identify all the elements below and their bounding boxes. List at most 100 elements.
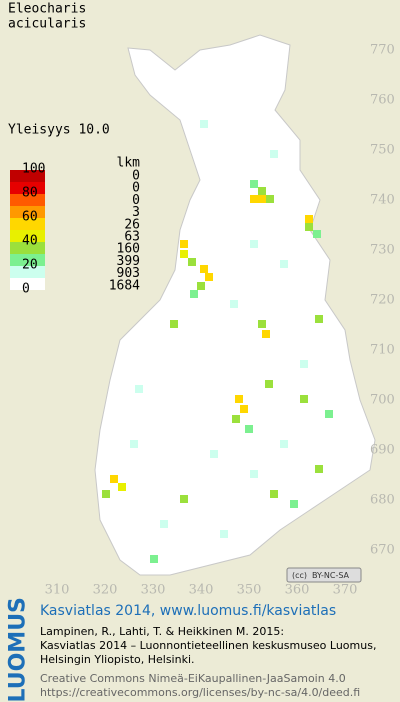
legend-count: 3 <box>132 205 140 220</box>
map-cell <box>180 250 188 258</box>
license: Creative Commons Nimeä-EiKaupallinen-Jaa… <box>40 672 346 685</box>
map-cell <box>300 395 308 403</box>
legend-level: 80 <box>22 186 38 201</box>
map: Eleocharis acicularis Yleisyys 10.0 lkm … <box>8 2 395 598</box>
map-cell <box>150 555 158 563</box>
species-name: Eleocharis <box>8 2 86 17</box>
map-cell <box>180 240 188 248</box>
frequency: Yleisyys 10.0 <box>8 123 110 138</box>
legend-swatch <box>10 266 45 278</box>
map-cell <box>110 475 118 483</box>
map-cell <box>313 230 321 238</box>
map-cell <box>220 530 228 538</box>
legend-level: 60 <box>22 210 38 225</box>
map-cell <box>258 320 266 328</box>
species-name: acicularis <box>8 17 86 32</box>
legend-swatch <box>10 218 45 230</box>
citation: Lampinen, R., Lahti, T. & Heikkinen M. 2… <box>40 625 285 638</box>
legend-count: 0 <box>132 193 140 208</box>
brand: LUOMUS <box>5 597 31 702</box>
map-cell <box>190 290 198 298</box>
map-cell <box>290 500 298 508</box>
headline: Kasviatlas 2014, www.luomus.fi/kasviatla… <box>40 603 337 619</box>
legend-swatch <box>10 242 45 254</box>
citation: Helsingin Yliopisto, Helsinki. <box>40 653 195 666</box>
legend-swatch <box>10 230 45 242</box>
legend-swatch <box>10 254 45 266</box>
y-tick-label: 720 <box>370 293 395 308</box>
map-cell <box>170 320 178 328</box>
map-cell <box>280 440 288 448</box>
map-cell <box>130 440 138 448</box>
y-tick-label: 730 <box>370 243 395 258</box>
map-cell <box>250 470 258 478</box>
map-cell <box>230 300 238 308</box>
map-cell <box>270 150 278 158</box>
legend-count: 0 <box>132 181 140 196</box>
map-cell <box>250 240 258 248</box>
legend-swatch <box>10 170 45 182</box>
y-tick-label: 750 <box>370 143 395 158</box>
legend-swatch <box>10 194 45 206</box>
x-tick-label: 370 <box>333 583 358 598</box>
map-cell <box>245 425 253 433</box>
y-tick-label: 770 <box>370 43 395 58</box>
citation: Kasviatlas 2014 – Luonnontieteellinen ke… <box>40 639 377 652</box>
map-cell <box>135 385 143 393</box>
legend-count: 903 <box>117 266 140 281</box>
map-cell <box>250 180 258 188</box>
legend-count: 63 <box>124 230 140 245</box>
x-tick-label: 320 <box>93 583 118 598</box>
legend-swatch <box>10 278 45 290</box>
cc-mark: (cc) <box>292 571 307 580</box>
map-cell <box>205 273 213 281</box>
legend-count: 26 <box>124 217 140 232</box>
map-cell <box>315 315 323 323</box>
legend-swatch <box>10 206 45 218</box>
y-tick-label: 710 <box>370 343 395 358</box>
y-tick-label: 680 <box>370 493 395 508</box>
map-cell <box>250 195 258 203</box>
map-cell <box>280 260 288 268</box>
legend-swatch <box>10 182 45 194</box>
x-tick-label: 330 <box>141 583 166 598</box>
map-cell <box>258 195 266 203</box>
legend-count: 160 <box>117 242 140 257</box>
map-cell <box>118 483 126 491</box>
map-cell <box>188 258 196 266</box>
map-cell <box>197 282 205 290</box>
legend-level: 100 <box>22 162 45 177</box>
map-cell <box>262 330 270 338</box>
map-cell <box>266 195 274 203</box>
map-cell <box>305 215 313 223</box>
map-cell <box>235 395 243 403</box>
legend-count: 399 <box>117 254 140 269</box>
map-cell <box>232 415 240 423</box>
y-tick-label: 700 <box>370 393 395 408</box>
map-cell <box>200 120 208 128</box>
legend-level: 20 <box>22 258 38 273</box>
legend-count: 0 <box>132 169 140 184</box>
map-cell <box>240 405 248 413</box>
map-cell <box>300 360 308 368</box>
license: https://creativecommons.org/licenses/by-… <box>40 686 361 699</box>
map-cell <box>258 187 266 195</box>
map-cell <box>305 223 313 231</box>
legend-count: 1684 <box>109 278 140 293</box>
x-tick-label: 310 <box>45 583 70 598</box>
occurrence-cells <box>102 120 333 563</box>
legend-level: 0 <box>22 282 30 297</box>
count-header: lkm <box>117 156 141 171</box>
map-cell <box>180 495 188 503</box>
map-cell <box>325 410 333 418</box>
legend-level: 40 <box>22 234 38 249</box>
x-tick-label: 350 <box>237 583 262 598</box>
y-tick-label: 670 <box>370 543 395 558</box>
x-tick-label: 340 <box>189 583 214 598</box>
y-tick-label: 760 <box>370 93 395 108</box>
map-cell <box>200 265 208 273</box>
axis-ticks: 310 320 330 340 350 360 370 770 760 750 740 730 720 7… <box>45 43 395 598</box>
license-badge <box>286 567 362 583</box>
